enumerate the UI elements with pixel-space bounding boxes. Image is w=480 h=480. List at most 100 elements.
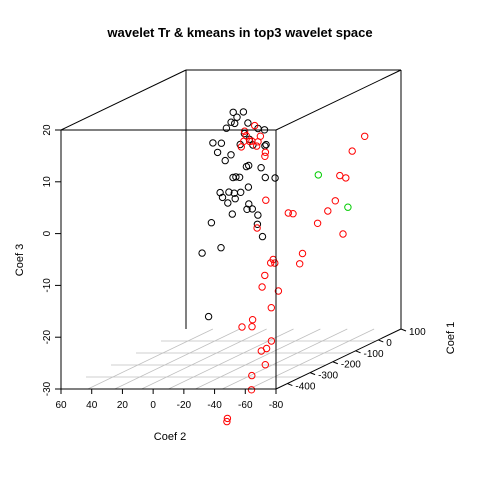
data-point [271,259,279,267]
y-axis-label: Coef 1 [445,322,457,354]
data-point [314,171,322,179]
data-point [244,119,252,127]
x-tick-label: 60 [55,400,67,411]
data-point [228,210,237,218]
x-tick-label: -20 [177,400,192,411]
y-tick-label: 0 [386,338,392,349]
floor-grid [86,328,376,390]
data-point [261,148,270,157]
data-point [251,121,259,130]
data-point [248,205,257,213]
data-point [336,171,344,180]
data-point [342,174,350,182]
box-edge [275,328,402,390]
data-point [256,132,265,140]
data-point [222,124,231,132]
data-point [261,361,269,369]
y-tick-label: -300 [318,371,338,382]
data-point [229,108,237,117]
data-point [209,139,217,147]
data-point [289,210,297,218]
box-edge [60,69,187,131]
y-tick-mark [287,383,293,387]
data-point [248,371,256,380]
data-point [231,195,239,203]
data-point [339,230,347,238]
data-point [253,220,262,229]
data-point [217,244,225,252]
data-point [245,200,253,208]
data-point [238,323,246,331]
data-point [262,344,271,353]
x-tick-label: -40 [207,400,222,411]
data-point [216,188,224,197]
data-point [253,142,261,150]
y-tick-label: -400 [295,382,315,393]
data-point [261,271,269,280]
data-point [262,140,270,149]
data-point [267,304,275,312]
data-point [231,119,239,128]
data-point [247,386,256,394]
data-point [296,260,304,268]
data-point [229,173,237,182]
floor-grid-line [248,328,375,390]
y-tick-mark [400,328,407,332]
floor-grid-line [222,328,348,390]
y-tick-label: 100 [409,327,426,338]
y-tick-mark [332,361,339,365]
data-point [267,337,276,345]
data-point [254,211,262,219]
floor-grid-line [114,328,240,390]
data-point [253,224,261,232]
data-point [274,287,283,295]
data-point [223,417,231,426]
y-tick-label: -100 [364,349,384,360]
y-tick-mark [378,339,384,343]
z-tick-label: 10 [42,176,53,188]
box-front-edges [60,69,402,390]
z-tick-label: 0 [42,230,53,236]
data-point [232,173,240,181]
data-point [284,209,292,217]
data-point [198,249,206,257]
data-point [237,188,245,197]
data-point [233,113,241,121]
data-point [235,173,244,182]
data-point [244,183,253,191]
data-point [258,283,266,291]
data-point [239,108,248,116]
data-point [213,148,222,157]
data-point [258,232,267,241]
data-point [227,151,235,159]
data-point [261,173,269,182]
data-point [223,414,232,423]
z-tick-label: 20 [42,124,53,136]
data-points [198,108,369,426]
x-tick-label: 0 [150,400,156,411]
z-tick-label: -10 [42,278,53,293]
data-point [298,249,307,258]
data-point [331,197,339,205]
z-tick-label: -30 [42,381,53,396]
y-tick-mark [355,350,361,354]
data-point [207,219,216,227]
floor-grid-line [195,328,321,390]
data-point [248,323,256,331]
data-point [237,143,246,151]
data-point [227,118,235,126]
data-point [261,152,269,161]
data-point [217,139,226,147]
data-point [230,189,239,197]
floor-grid-line [141,328,267,390]
data-point [348,147,356,155]
x-axis-label: Coef 2 [154,431,186,443]
data-point [243,205,251,214]
data-point [224,199,232,207]
floor-grid-line [87,328,214,390]
data-point [324,207,332,215]
floor-grid-line [168,328,294,390]
data-point [246,137,254,146]
x-tick-label: -60 [238,400,253,411]
